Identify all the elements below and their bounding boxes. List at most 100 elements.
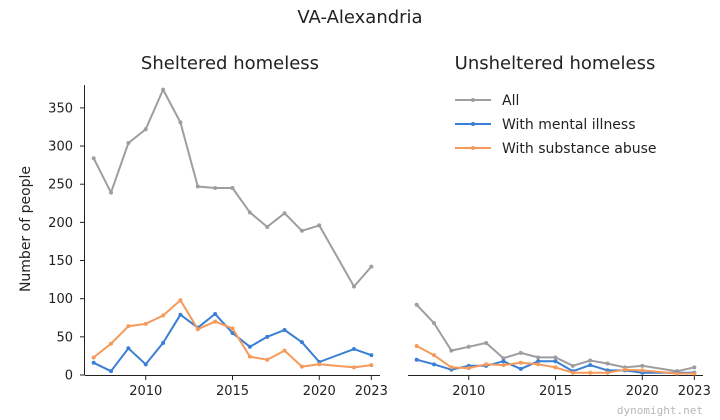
unsheltered-point-mental-illness: [553, 359, 558, 364]
sheltered-point-mental-illness: [109, 369, 114, 374]
panel-title-unsheltered: Unsheltered homeless: [455, 53, 656, 74]
unsheltered-point-mental-illness: [588, 363, 593, 368]
sheltered-point-mental-illness: [369, 353, 374, 358]
unsheltered-point-substance-abuse: [466, 366, 471, 371]
sheltered-point-mental-illness: [161, 340, 166, 345]
legend-marker-mental: [471, 122, 475, 126]
unsheltered-point-all: [484, 340, 489, 345]
sheltered-point-all: [265, 224, 270, 229]
unsheltered-x-tick-label: 2020: [626, 384, 659, 399]
legend-marker-all: [471, 98, 475, 102]
unsheltered-point-substance-abuse: [570, 370, 575, 375]
legend-label-all: All: [502, 93, 519, 109]
sheltered-point-mental-illness: [247, 344, 252, 349]
panel-unsheltered: 2010 2015 2020 2023: [408, 302, 711, 399]
unsheltered-point-substance-abuse: [640, 368, 645, 373]
unsheltered-point-substance-abuse: [588, 370, 593, 375]
y-tick-label: 50: [56, 330, 73, 345]
unsheltered-point-substance-abuse: [484, 362, 489, 367]
sheltered-point-substance-abuse: [282, 348, 287, 353]
y-tick-label: 100: [48, 292, 73, 307]
y-tick-label: 200: [48, 216, 73, 231]
y-tick-label: 350: [48, 101, 73, 116]
sheltered-point-mental-illness: [265, 334, 270, 339]
unsheltered-point-substance-abuse: [605, 370, 610, 375]
sheltered-point-substance-abuse: [195, 327, 200, 332]
legend: All With mental illness With substance a…: [455, 93, 657, 157]
unsheltered-point-all: [449, 348, 454, 353]
unsheltered-x-tick-label: 2015: [539, 384, 572, 399]
unsheltered-point-mental-illness: [501, 359, 506, 364]
sheltered-x-tick-label: 2020: [303, 384, 336, 399]
sheltered-point-all: [282, 211, 287, 216]
unsheltered-point-all: [588, 358, 593, 363]
legend-label-mental: With mental illness: [502, 117, 636, 133]
unsheltered-point-mental-illness: [414, 357, 419, 362]
panel-title-sheltered: Sheltered homeless: [141, 53, 319, 74]
sheltered-point-mental-illness: [91, 360, 96, 365]
y-tick-label: 150: [48, 254, 73, 269]
y-axis-label: Number of people: [18, 166, 34, 292]
sheltered-point-substance-abuse: [109, 341, 114, 346]
unsheltered-point-all: [640, 363, 645, 368]
unsheltered-point-substance-abuse: [449, 365, 454, 370]
sheltered-point-substance-abuse: [247, 354, 252, 359]
sheltered-point-all: [369, 264, 374, 269]
chart-title: VA-Alexandria: [297, 7, 422, 28]
unsheltered-point-all: [570, 363, 575, 368]
unsheltered-point-all: [414, 302, 419, 307]
sheltered-point-all: [109, 190, 114, 195]
unsheltered-point-all: [466, 344, 471, 349]
sheltered-point-all: [91, 156, 96, 161]
unsheltered-point-all: [553, 355, 558, 360]
sheltered-point-mental-illness: [213, 311, 218, 316]
sheltered-point-all: [161, 87, 166, 92]
unsheltered-series-line-all: [415, 303, 696, 373]
y-tick-label: 0: [65, 369, 73, 384]
y-tick-label: 250: [48, 178, 73, 193]
sheltered-point-substance-abuse: [265, 357, 270, 362]
legend-label-substance: With substance abuse: [502, 141, 657, 157]
sheltered-point-substance-abuse: [143, 321, 148, 326]
sheltered-point-substance-abuse: [317, 362, 322, 367]
unsheltered-point-all: [605, 361, 610, 366]
unsheltered-point-mental-illness: [432, 362, 437, 367]
sheltered-point-substance-abuse: [161, 313, 166, 318]
sheltered-point-all: [178, 120, 183, 125]
sheltered-series-line-mental-illness: [92, 312, 373, 373]
unsheltered-point-substance-abuse: [501, 363, 506, 368]
sheltered-point-all: [143, 127, 148, 132]
sheltered-point-mental-illness: [178, 312, 183, 317]
sheltered-point-substance-abuse: [91, 355, 96, 360]
sheltered-point-substance-abuse: [178, 298, 183, 303]
unsheltered-point-substance-abuse: [414, 344, 419, 348]
watermark: dynomight.net: [617, 404, 703, 417]
unsheltered-x-tick-label: 2010: [452, 384, 485, 399]
unsheltered-point-substance-abuse: [674, 371, 679, 376]
unsheltered-point-substance-abuse: [536, 362, 541, 367]
sheltered-point-substance-abuse: [230, 326, 235, 331]
unsheltered-point-all: [432, 321, 437, 326]
unsheltered-point-substance-abuse: [432, 353, 437, 358]
sheltered-point-all: [126, 141, 131, 145]
sheltered-x-tick-label: 2015: [216, 384, 249, 399]
sheltered-point-substance-abuse: [351, 365, 356, 370]
sheltered-point-mental-illness: [299, 340, 304, 345]
unsheltered-point-mental-illness: [536, 359, 541, 364]
unsheltered-point-substance-abuse: [622, 367, 627, 372]
legend-marker-substance: [471, 146, 475, 150]
sheltered-series-line-all: [92, 88, 373, 288]
unsheltered-point-substance-abuse: [553, 365, 558, 370]
sheltered-point-all: [247, 210, 252, 215]
sheltered-point-mental-illness: [230, 331, 235, 336]
unsheltered-point-all: [518, 350, 523, 355]
sheltered-series-line-substance-abuse: [92, 299, 373, 369]
panel-sheltered: 2010 2015 2020 2023 0 50 100 150 200 250 300 350: [48, 85, 388, 399]
sheltered-point-all: [299, 228, 304, 233]
unsheltered-point-substance-abuse: [518, 360, 523, 365]
sheltered-point-all: [195, 184, 200, 189]
sheltered-point-substance-abuse: [369, 363, 374, 368]
sheltered-x-tick-label: 2023: [355, 384, 388, 399]
unsheltered-series-line-substance-abuse: [415, 345, 696, 375]
